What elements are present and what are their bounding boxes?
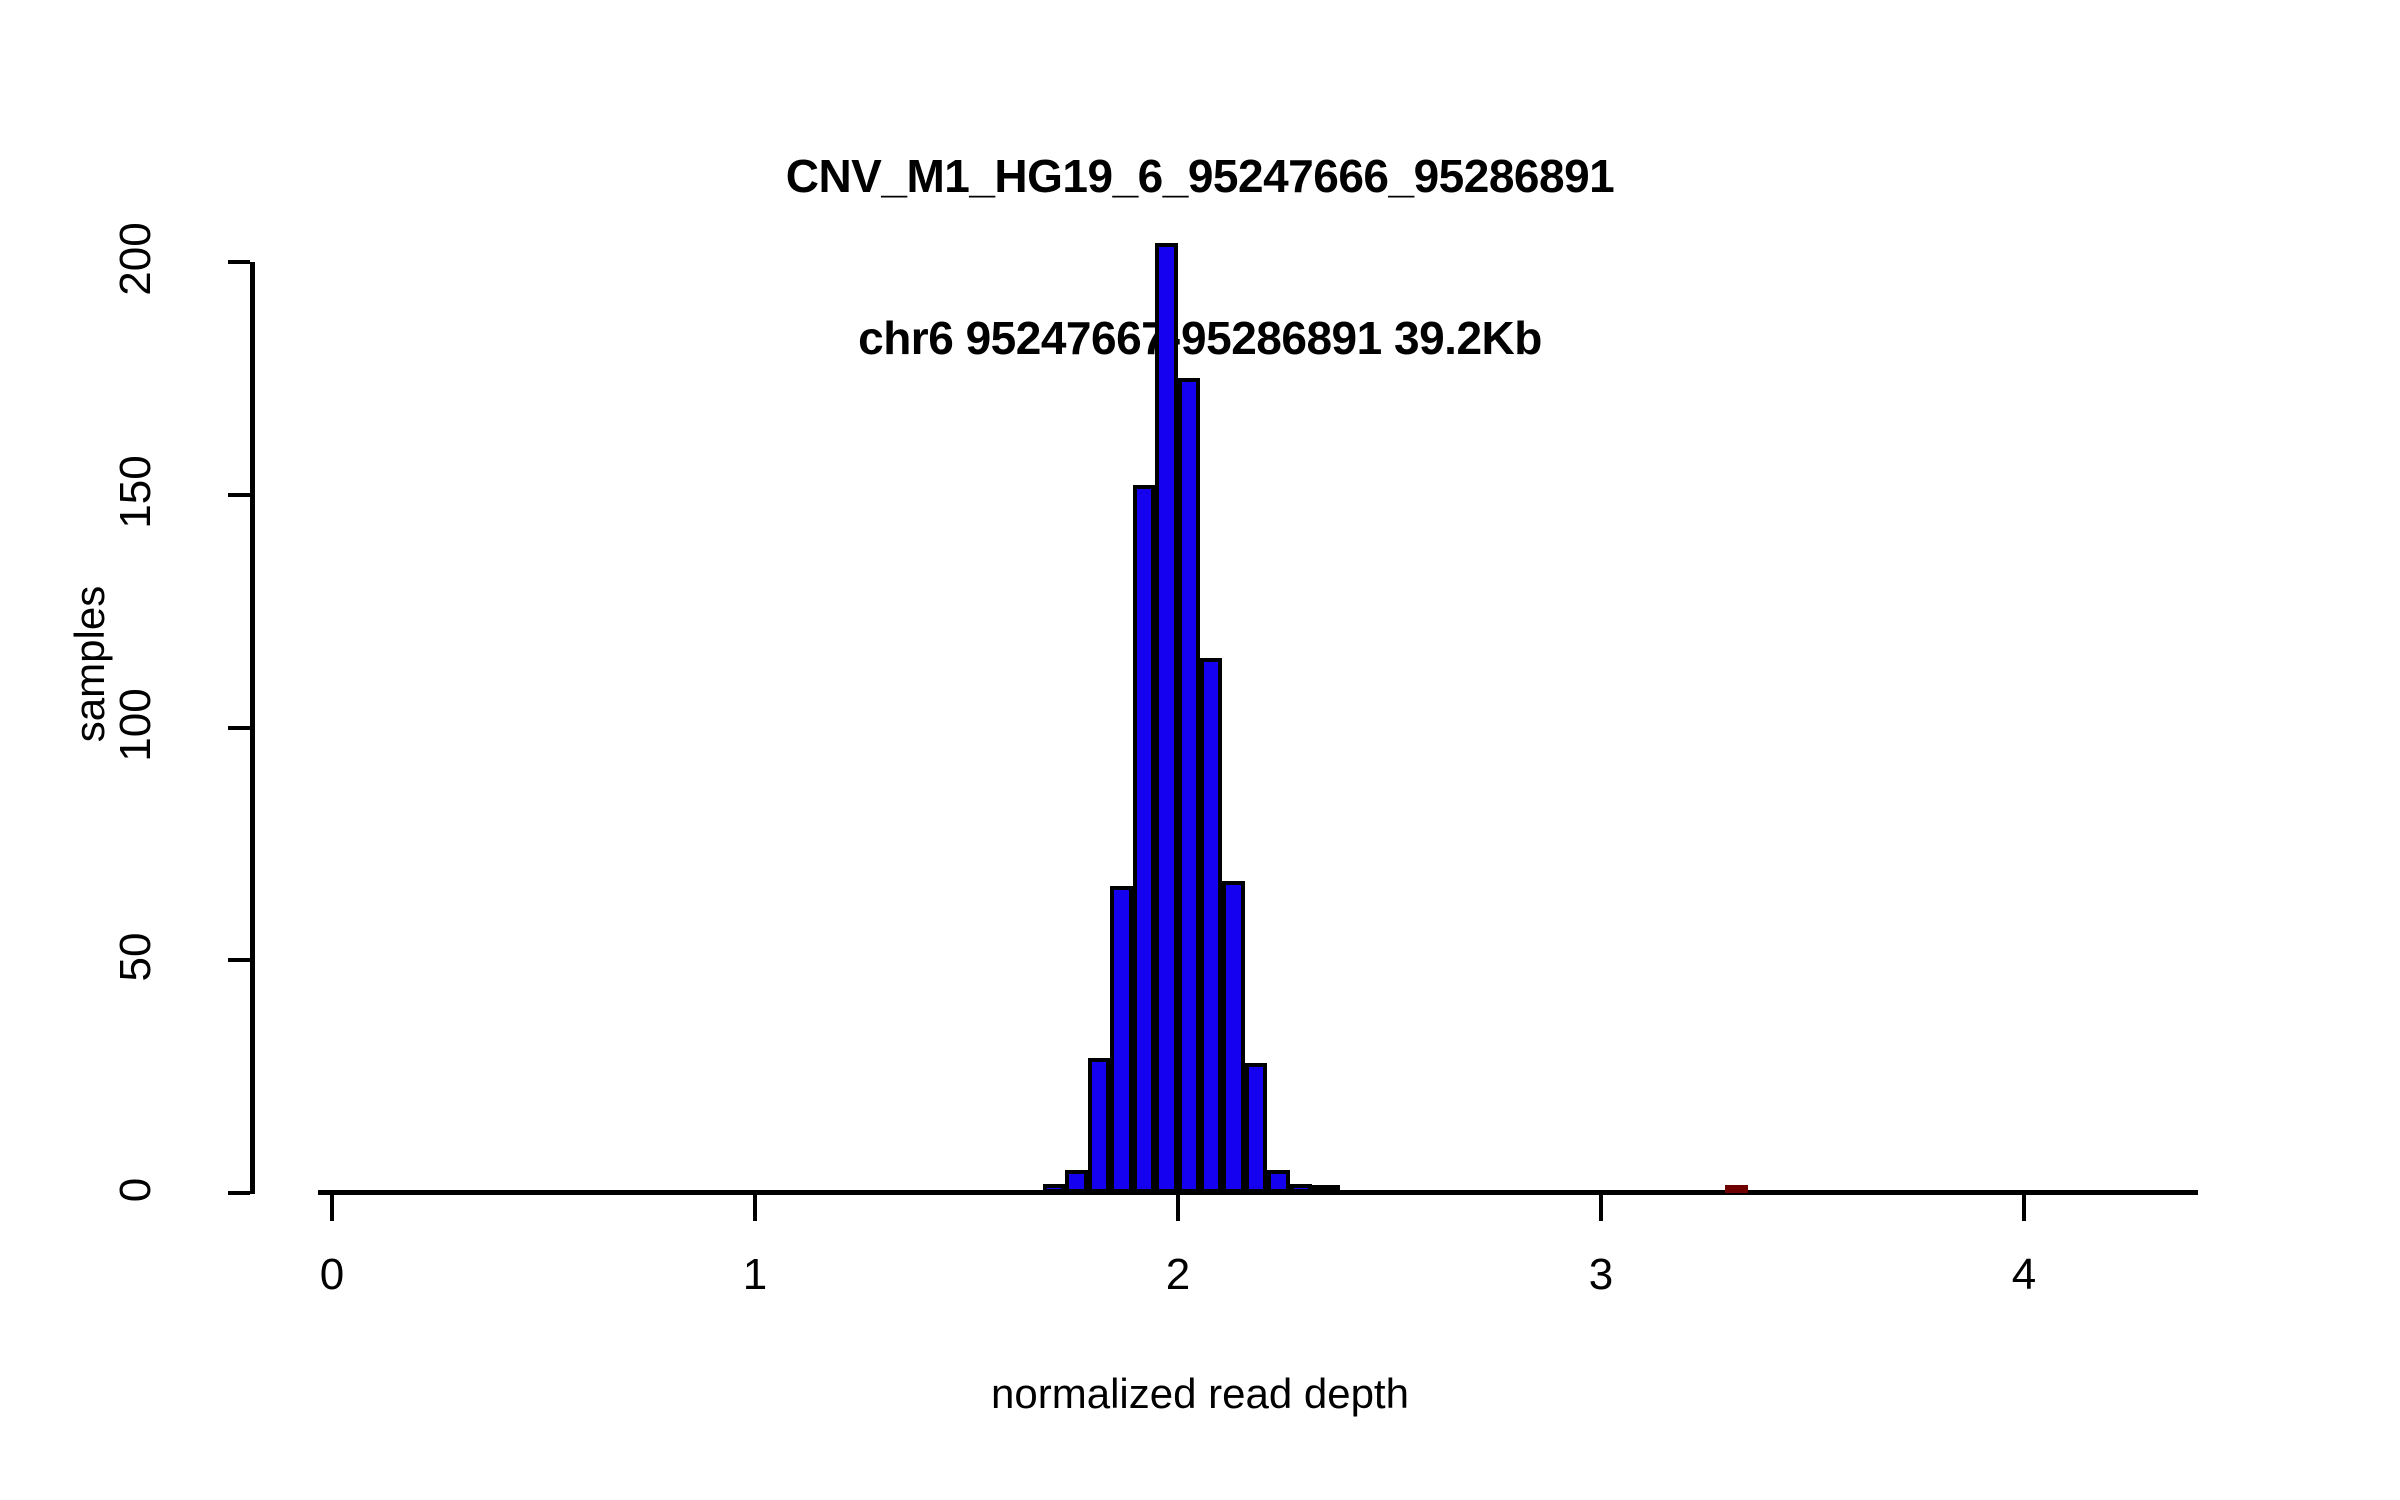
y-axis-label: samples (66, 585, 113, 743)
y-tick-200 (228, 260, 250, 264)
chart-title: CNV_M1_HG19_6_95247666_95286891 chr6 952… (0, 40, 2400, 474)
histogram-bar (1132, 485, 1156, 1193)
x-tick-label-4: 4 (2011, 1250, 2037, 1299)
histogram-bar (1110, 885, 1133, 1193)
x-tick-label-0: 0 (319, 1250, 345, 1299)
x-tick-label-3: 3 (1588, 1250, 1614, 1299)
x-tick-0 (330, 1195, 334, 1221)
histogram-bar (1289, 1183, 1313, 1193)
x-tick-2 (1176, 1195, 1180, 1221)
x-tick-3 (1599, 1195, 1603, 1221)
histogram-bar (1725, 1185, 1748, 1193)
chart-title-line1: CNV_M1_HG19_6_95247666_95286891 (785, 149, 1615, 202)
y-tick-150 (228, 492, 250, 497)
y-tick-0 (228, 1191, 250, 1195)
y-axis-line (250, 262, 255, 1194)
histogram-bar (1222, 881, 1245, 1193)
histogram-bar (1199, 657, 1223, 1193)
x-tick-label-2: 2 (1165, 1250, 1191, 1299)
y-tick-100 (228, 725, 250, 730)
y-tick-50 (228, 958, 250, 963)
x-axis-label: normalized read depth (991, 1370, 1409, 1417)
histogram-bar (1043, 1183, 1066, 1193)
x-tick-label-1: 1 (742, 1250, 768, 1299)
histogram-bar (1177, 378, 1200, 1193)
chart-title-line2: chr6 95247667-95286891 39.2Kb (858, 312, 1542, 365)
histogram-bar (1267, 1169, 1290, 1193)
histogram-bar (1065, 1169, 1088, 1193)
histogram-bar (1155, 243, 1178, 1193)
histogram-bar (1312, 1185, 1340, 1193)
x-tick-1 (753, 1195, 757, 1221)
x-tick-4 (2022, 1195, 2026, 1221)
histogram-bar (1087, 1058, 1111, 1193)
histogram-bar (1244, 1062, 1268, 1193)
